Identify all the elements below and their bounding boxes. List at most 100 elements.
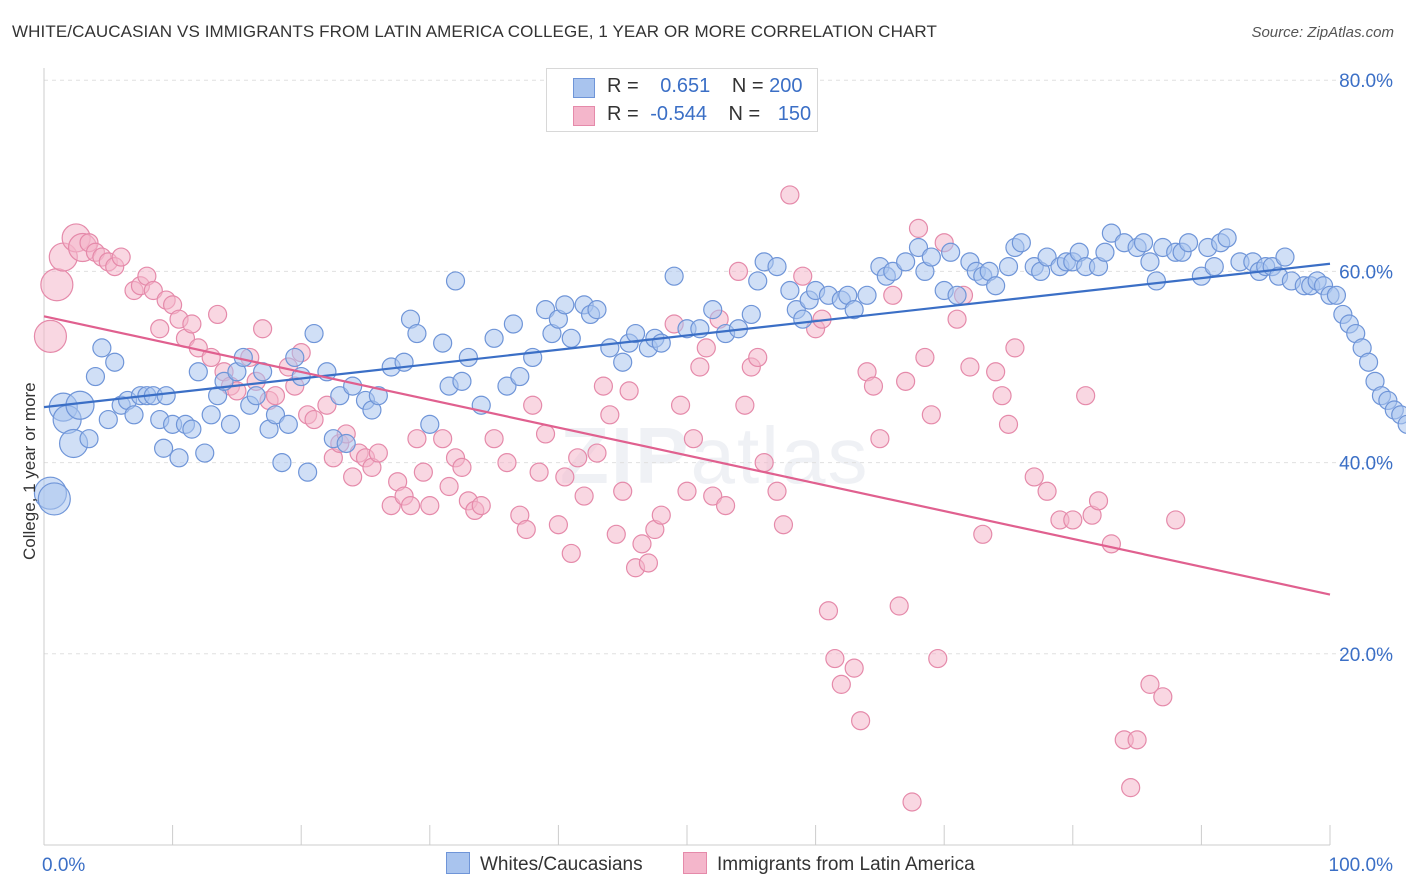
immigrants-point (1063, 510, 1083, 530)
immigrants-point (587, 443, 607, 463)
whites-point (368, 386, 388, 406)
whites-point (37, 482, 71, 516)
immigrants-point (1076, 386, 1096, 406)
whites-point (285, 347, 305, 368)
whites-point (941, 242, 961, 262)
immigrants-point (748, 347, 768, 368)
whites-point (201, 405, 221, 425)
whites-point (587, 300, 607, 320)
whites-point (1397, 414, 1406, 434)
immigrants-point (780, 185, 800, 205)
legend-r-label: R = (607, 75, 639, 97)
whites-point (741, 304, 761, 325)
whites-point (625, 323, 646, 344)
whites-point (458, 347, 478, 368)
whites-point (748, 271, 768, 291)
immigrants-point (921, 405, 941, 425)
whites-point (497, 376, 517, 396)
immigrants-point (818, 601, 839, 621)
trend-line-immigrants (43, 315, 1331, 596)
immigrants-point (111, 247, 131, 267)
immigrants-point (613, 481, 633, 501)
legend-n-value: 150 (777, 103, 812, 125)
immigrants-point (973, 524, 993, 544)
whites-point (613, 352, 633, 372)
whites-point (1011, 233, 1031, 253)
whites-point (1037, 247, 1057, 267)
immigrants-point (844, 658, 864, 678)
whites-point (452, 371, 472, 391)
immigrants-point (420, 496, 440, 516)
immigrants-point (304, 409, 324, 430)
whites-point (1095, 242, 1115, 262)
whites-point (433, 333, 453, 353)
whites-point (92, 338, 112, 358)
immigrants-point (33, 319, 68, 354)
legend-swatch-whites (446, 852, 470, 874)
immigrants-point (150, 319, 170, 339)
immigrants-point (992, 386, 1012, 406)
legend-series: Whites/Caucasians Immigrants from Latin … (0, 852, 1406, 878)
immigrants-point (529, 462, 549, 482)
whites-point (343, 376, 363, 396)
whites-point (420, 414, 440, 434)
immigrants-point (767, 481, 787, 501)
immigrants-point (407, 429, 427, 449)
x-tick-label: 100.0% (1329, 855, 1394, 876)
immigrants-point (433, 429, 453, 449)
immigrants-point (915, 347, 935, 368)
legend-item-immigrants[interactable]: Immigrants from Latin America (683, 852, 975, 876)
immigrants-point (452, 457, 472, 477)
whites-point (1101, 223, 1121, 243)
legend-label-immigrants: Immigrants from Latin America (717, 854, 975, 875)
legend-n-value: 200 (769, 75, 803, 97)
immigrants-point (947, 309, 967, 329)
immigrants-point (484, 429, 504, 449)
immigrants-point (851, 711, 871, 731)
immigrants-point (902, 792, 922, 812)
whites-point (1358, 352, 1379, 372)
legend-item-whites[interactable]: Whites/Caucasians (446, 852, 643, 876)
whites-point (555, 295, 575, 315)
legend-r-label: R = (607, 103, 639, 125)
whites-point (908, 237, 929, 258)
immigrants-point (535, 424, 556, 444)
immigrants-point (593, 376, 614, 396)
immigrants-point (182, 314, 202, 334)
whites-point (445, 271, 466, 291)
immigrants-point (381, 496, 401, 516)
immigrants-point (908, 218, 929, 238)
immigrants-point (253, 319, 273, 339)
immigrants-point (703, 486, 723, 506)
immigrants-point (343, 467, 363, 487)
immigrants-point (986, 362, 1006, 382)
whites-point (1140, 252, 1160, 272)
immigrants-point (863, 376, 884, 396)
whites-point (1133, 233, 1154, 253)
whites-point (1146, 271, 1166, 291)
immigrants-point (1166, 510, 1186, 530)
y-tick-label: 80.0% (1339, 71, 1393, 92)
legend-swatch-whites (573, 78, 595, 98)
immigrants-point (889, 596, 909, 616)
immigrants-point (523, 395, 543, 415)
immigrants-point (928, 648, 948, 669)
whites-point (986, 276, 1006, 296)
whites-point (188, 362, 208, 382)
immigrants-point (825, 648, 845, 669)
whites-point (857, 285, 877, 305)
whites-point (156, 386, 176, 406)
immigrants-point (471, 496, 491, 516)
immigrants-point (600, 405, 620, 425)
immigrants-point (896, 371, 916, 391)
immigrants-point (606, 524, 626, 544)
whites-point (883, 261, 903, 281)
legend-r-value: 0.651 (660, 75, 711, 97)
immigrants-point (400, 496, 421, 516)
whites-point (1178, 233, 1199, 253)
immigrants-point (208, 304, 228, 325)
immigrants-point (754, 453, 774, 473)
whites-point (298, 462, 318, 482)
whites-point (998, 257, 1019, 277)
